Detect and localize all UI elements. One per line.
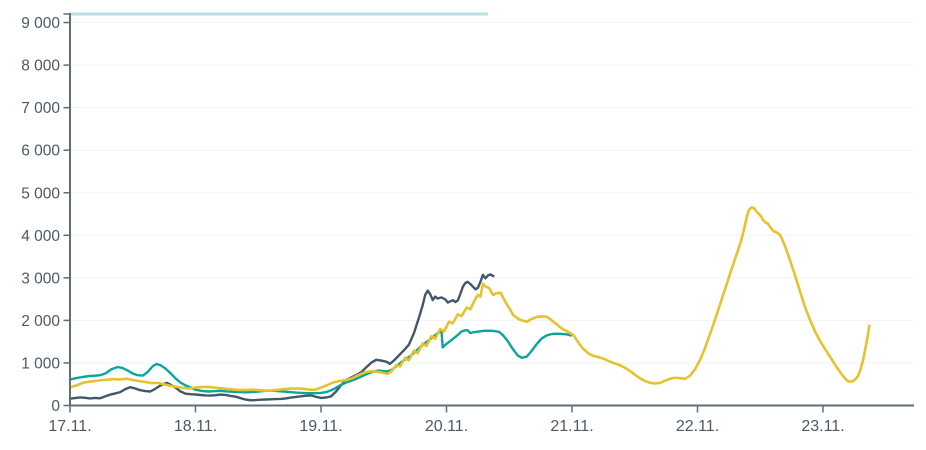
x-axis-tick-label: 17.11. bbox=[48, 418, 91, 435]
y-axis-tick-label: 6 000 bbox=[21, 143, 60, 160]
y-axis-tick-label: 9 000 bbox=[21, 15, 60, 32]
y-axis-tick-label: 3 000 bbox=[21, 270, 60, 287]
y-axis-tick-label: 2 000 bbox=[21, 313, 60, 330]
y-axis-tick-label: 1 000 bbox=[21, 355, 60, 372]
x-axis-tick-label: 18.11. bbox=[174, 418, 217, 435]
x-axis-tick-label: 20.11. bbox=[425, 418, 468, 435]
y-axis-tick-label: 7 000 bbox=[21, 100, 60, 117]
y-axis-tick-label: 0 bbox=[51, 398, 60, 415]
yellow-line bbox=[69, 206, 871, 392]
y-axis-tick-label: 5 000 bbox=[21, 185, 60, 202]
y-axis-tick-label: 8 000 bbox=[21, 58, 60, 75]
x-axis-tick-label: 19.11. bbox=[299, 418, 342, 435]
dark-slate-line bbox=[69, 273, 495, 402]
x-axis-tick-label: 22.11. bbox=[676, 418, 719, 435]
x-axis-tick-label: 23.11. bbox=[801, 418, 844, 435]
x-axis-tick-label: 21.11. bbox=[550, 418, 593, 435]
y-axis-tick-label: 4 000 bbox=[21, 228, 60, 245]
teal-line bbox=[69, 329, 573, 395]
